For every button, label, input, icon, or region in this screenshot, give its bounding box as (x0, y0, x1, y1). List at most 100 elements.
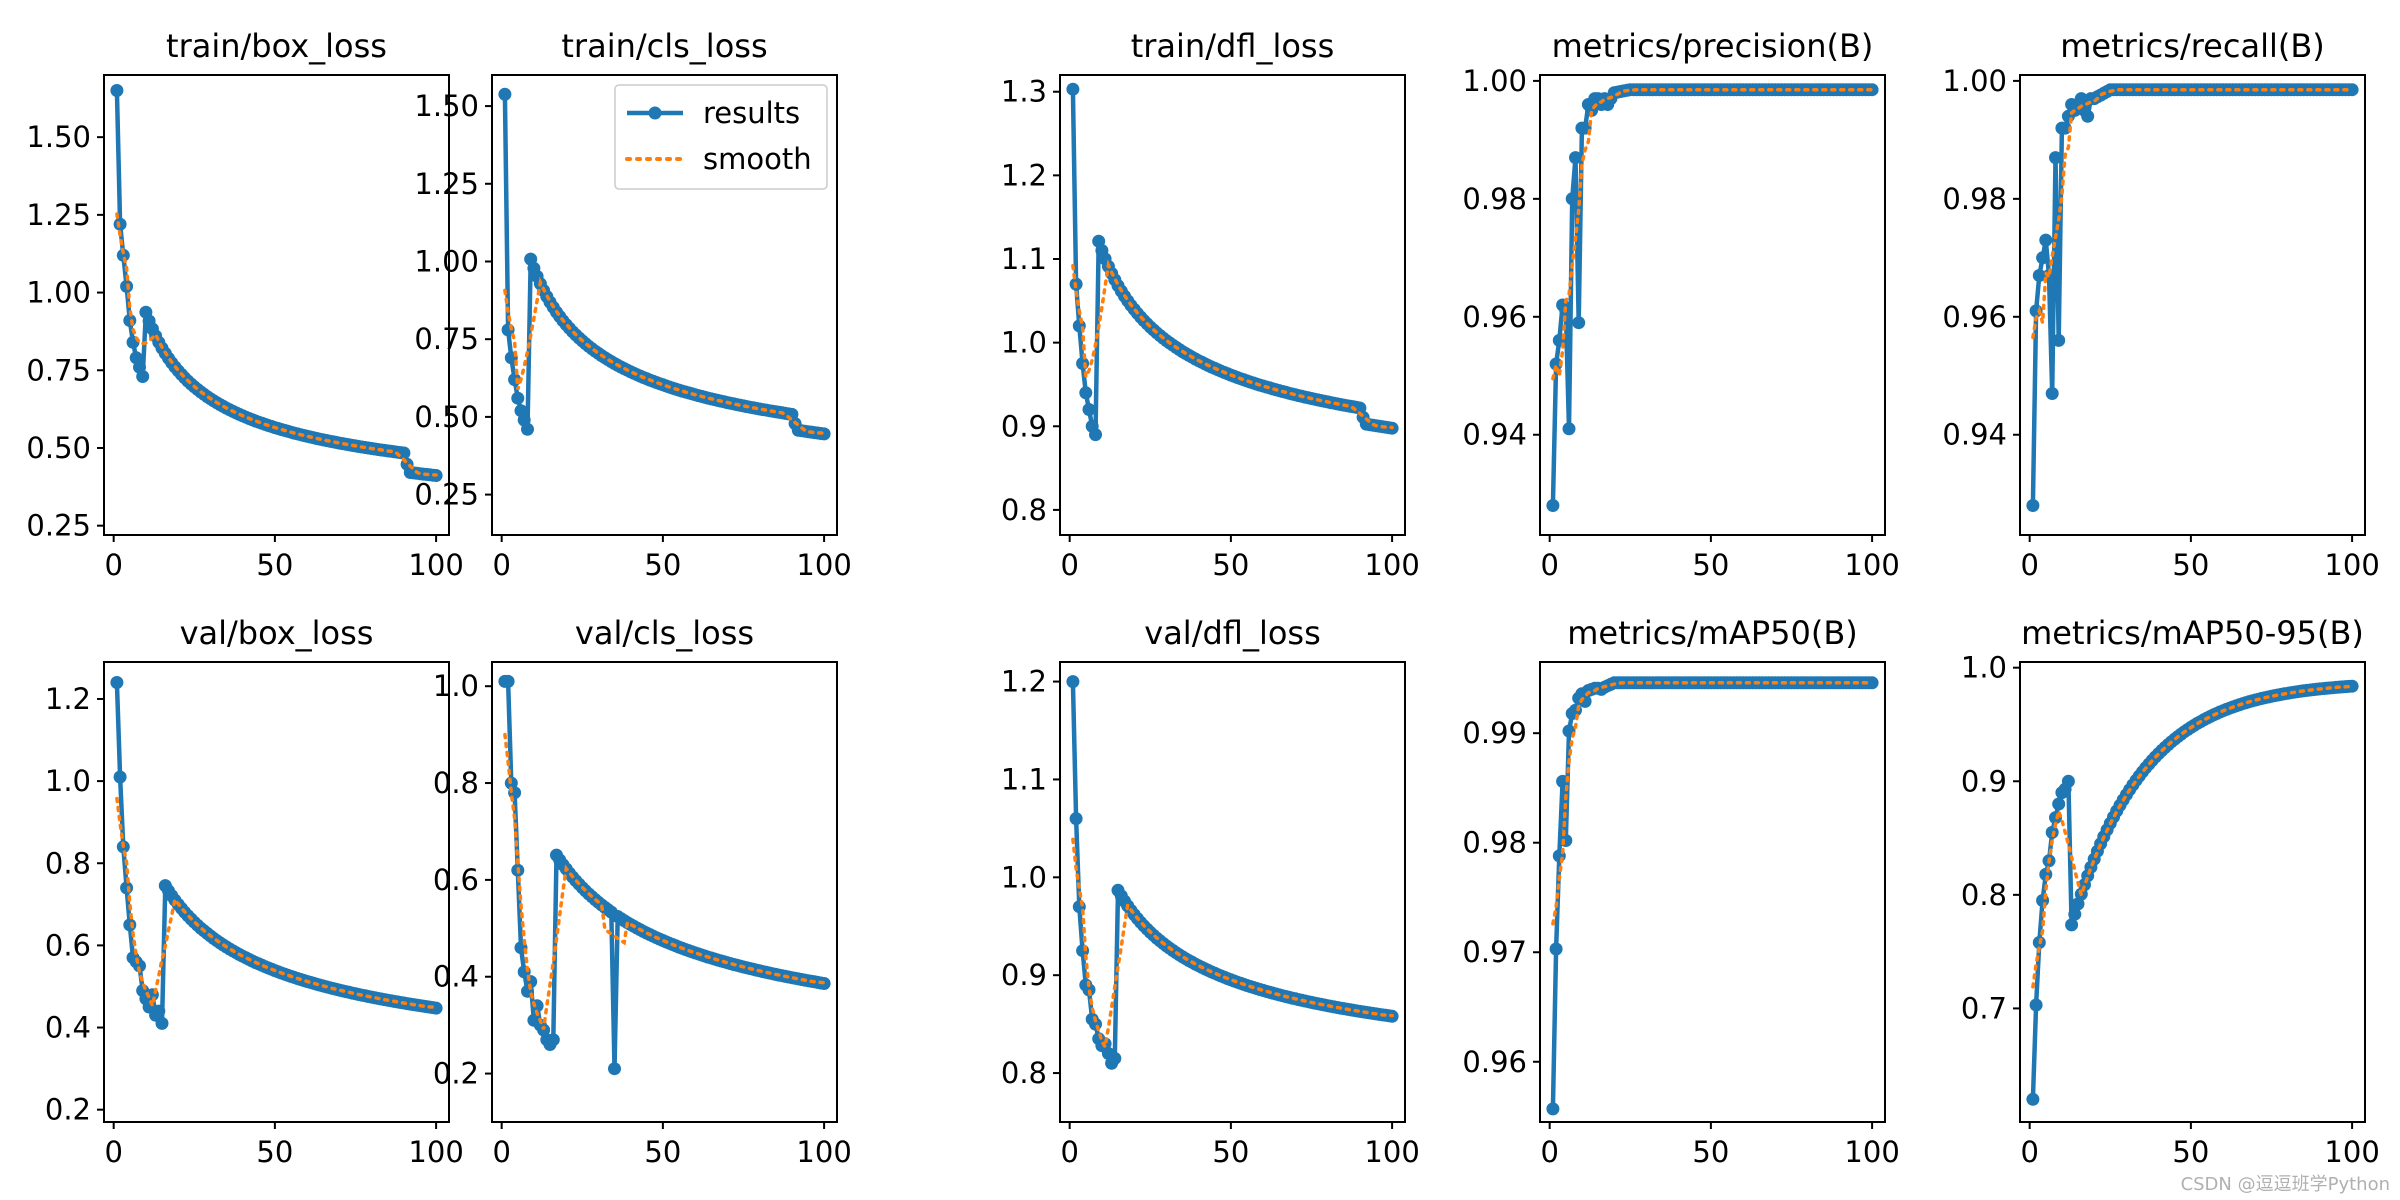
axes-frame (1059, 661, 1406, 1123)
x-tick-label: 50 (644, 548, 681, 582)
y-tick-label: 0.96 (1942, 300, 2007, 334)
results-point (1089, 428, 1102, 442)
results-point (498, 87, 512, 101)
axes-frame (491, 661, 838, 1123)
results-point (2071, 897, 2085, 911)
plot-area (1546, 83, 1879, 512)
y-tick-label: 0.94 (1462, 418, 1527, 452)
x-tick-label: 0 (1540, 1135, 1558, 1169)
results-point (1565, 192, 1579, 206)
y-tick-label: 0.98 (1942, 182, 2007, 216)
plot-area (1546, 676, 1879, 1116)
results-line (2030, 87, 2353, 506)
x-tick-label: 50 (256, 548, 293, 582)
legend-results-label: results (703, 96, 800, 130)
y-tick-label: 0.96 (1462, 1045, 1527, 1079)
results-point (1549, 357, 1563, 371)
x-tick-label: 0 (104, 1135, 122, 1169)
results-point (429, 1001, 443, 1015)
x-tick-label: 100 (408, 1135, 463, 1169)
legend-results-marker (648, 106, 662, 120)
results-point (1559, 834, 1573, 847)
chart-panel: val/box_loss 0 50 100 0.2 0.4 0.6 0.8 1.0 1.2 (45, 614, 464, 1169)
plot-area (110, 84, 443, 482)
x-tick-label: 50 (1692, 548, 1729, 582)
y-tick-label: 1.25 (414, 167, 479, 201)
axes-frame (1059, 74, 1406, 536)
results-point (110, 84, 124, 97)
y-tick-label: 1.2 (1001, 665, 1047, 699)
watermark: CSDN @逗逗班学Python (2180, 1174, 2390, 1195)
results-point (152, 1004, 166, 1018)
smooth-line (2031, 87, 2354, 340)
y-tick-label: 1.0 (1001, 326, 1047, 360)
y-tick-label: 0.8 (45, 846, 91, 880)
results-point (2081, 109, 2095, 123)
chart-panel: train/cls_loss 0 50 100 0.25 0.50 0.75 1.00 1.25… (414, 27, 851, 582)
results-point (817, 427, 831, 441)
x-tick-label: 0 (104, 548, 122, 582)
smooth-line (1071, 837, 1394, 1052)
results-point (2061, 774, 2075, 788)
results-point (546, 1033, 560, 1047)
x-tick-label: 50 (1212, 1135, 1249, 1169)
y-tick-label: 0.96 (1462, 300, 1527, 334)
smooth-line (1551, 87, 1874, 381)
y-tick-label: 0.98 (1462, 182, 1527, 216)
x-tick-label: 100 (1844, 1135, 1899, 1169)
results-point (1569, 151, 1582, 165)
results-line (504, 679, 825, 1071)
y-tick-label: 0.75 (26, 353, 91, 387)
results-point (2026, 499, 2040, 512)
results-line (1550, 680, 1873, 1109)
x-tick-label: 100 (796, 548, 851, 582)
results-point (2039, 233, 2053, 247)
y-tick-label: 1.2 (1001, 158, 1047, 192)
legend: results smooth (614, 84, 828, 190)
results-point (608, 1062, 621, 1076)
axes-frame (2019, 661, 2366, 1123)
results-point (2345, 83, 2359, 97)
results-point (1569, 703, 1582, 717)
x-tick-label: 0 (2020, 548, 2038, 582)
y-tick-label: 0.9 (1001, 409, 1047, 443)
results-point (136, 370, 150, 383)
y-tick-label: 1.25 (26, 198, 91, 232)
y-tick-label: 1.00 (1462, 64, 1527, 98)
results-point (155, 1016, 169, 1030)
y-tick-label: 0.75 (414, 322, 479, 356)
y-tick-label: 1.0 (1961, 651, 2007, 685)
axes-frame (1539, 74, 1886, 536)
chart-panel: metrics/recall(B) 0 50 100 0.94 0.96 0.98 1.00 (1942, 27, 2379, 582)
y-tick-label: 0.2 (433, 1057, 479, 1091)
y-tick-label: 0.99 (1462, 716, 1527, 750)
results-point (2045, 387, 2059, 400)
x-tick-label: 50 (256, 1135, 293, 1169)
y-tick-label: 1.0 (45, 764, 91, 798)
results-point (2074, 92, 2088, 106)
results-point (1079, 386, 1093, 400)
x-tick-label: 0 (492, 1135, 510, 1169)
chart-title: train/box_loss (166, 27, 387, 65)
chart-title: metrics/precision(B) (1552, 27, 1874, 65)
y-tick-label: 1.1 (1001, 762, 1047, 796)
x-tick-label: 100 (1364, 1135, 1419, 1169)
plot-area (2026, 83, 2359, 512)
y-tick-label: 0.25 (26, 509, 91, 543)
results-point (1069, 812, 1083, 826)
x-tick-label: 50 (2172, 548, 2209, 582)
results-point (2052, 333, 2066, 347)
axes-frame (2019, 74, 2366, 536)
y-tick-label: 0.97 (1462, 935, 1527, 969)
y-tick-label: 0.6 (45, 928, 91, 962)
chart-title: val/cls_loss (575, 614, 754, 652)
y-tick-label: 0.4 (433, 960, 479, 994)
chart-panel: metrics/precision(B) 0 50 100 0.94 0.96 0.98 1.… (1462, 27, 1899, 582)
axes-frame (491, 74, 838, 536)
y-tick-label: 1.50 (414, 89, 479, 123)
results-point (2068, 907, 2082, 921)
y-tick-label: 0.50 (26, 431, 91, 465)
y-tick-label: 0.94 (1942, 418, 2007, 452)
plot-area (1066, 675, 1399, 1070)
